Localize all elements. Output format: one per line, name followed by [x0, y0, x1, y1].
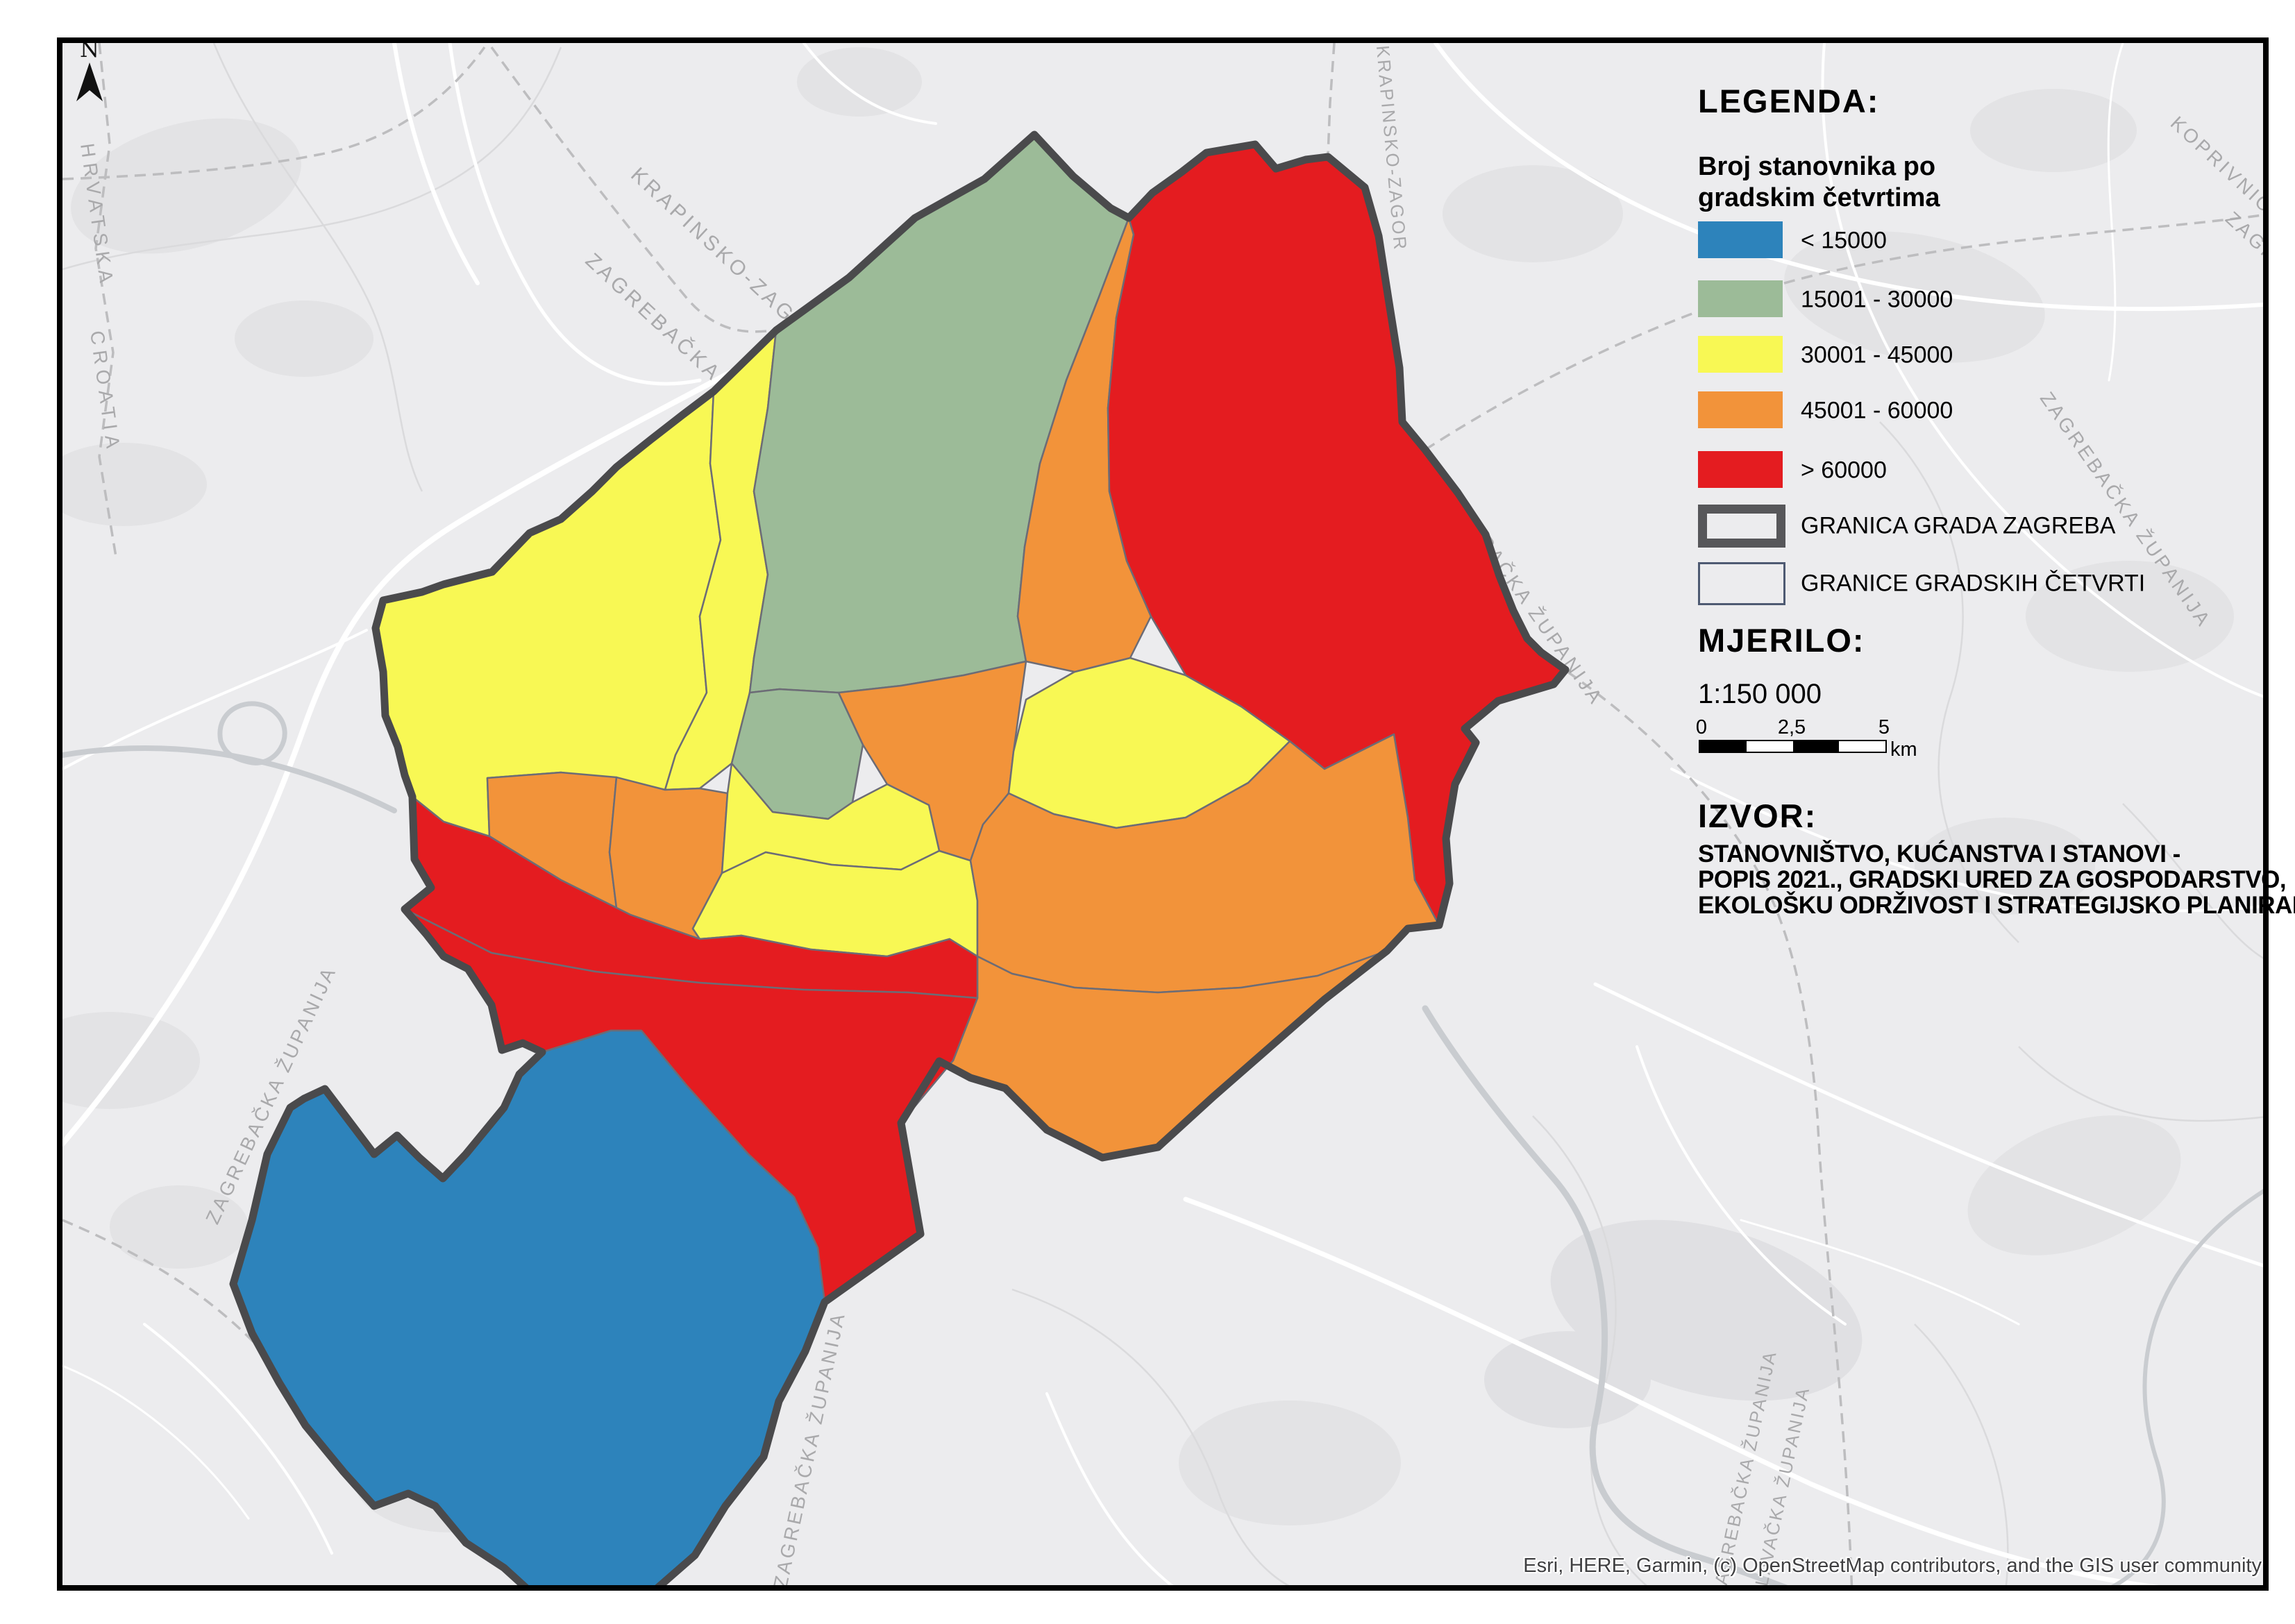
scale-ratio: 1:150 000: [1698, 679, 1822, 709]
source-line: EKOLOŠKU ODRŽIVOST I STRATEGIJSKO PLANIR…: [1698, 892, 2295, 919]
scale-unit: km: [1890, 738, 1917, 761]
legend-swatch-green: [1698, 280, 1783, 317]
map-frame: KRAPINSKO-ZAGORSKA ŽUPANIJA ZAGREBAČKA Ž…: [57, 37, 2269, 1591]
legend-boundary-label: GRANICA GRADA ZAGREBA: [1801, 512, 2116, 539]
legend-swatch-district-boundary: [1698, 562, 1785, 605]
city-boundary: [229, 130, 1570, 1585]
map-canvas: KRAPINSKO-ZAGORSKA ŽUPANIJA ZAGREBAČKA Ž…: [62, 43, 2263, 1585]
legend-swatch-orange: [1698, 391, 1783, 428]
legend-subtitle-line2: gradskim četvrtima: [1698, 183, 1940, 212]
north-arrow-icon: [76, 62, 103, 101]
scale-bar-segments: [1699, 740, 1887, 753]
legend-swatch-yellow: [1698, 336, 1783, 373]
source-line: STANOVNIŠTVO, KUĆANSTVA I STANOVI -: [1698, 840, 2180, 868]
basemap-roads: [62, 43, 2263, 1585]
basemap-river: [62, 701, 2263, 1585]
legend-title: LEGENDA:: [1698, 83, 1880, 119]
source-text: STANOVNIŠTVO, KUĆANSTVA I STANOVI - POPI…: [1698, 841, 2295, 918]
source-line: POPIS 2021., GRADSKI URED ZA GOSPODARSTV…: [1698, 866, 2287, 893]
scale-heading: MJERILO:: [1698, 622, 1865, 659]
map-attribution: Esri, HERE, Garmin, (c) OpenStreetMap co…: [1523, 1555, 2262, 1577]
source-heading: IZVOR:: [1698, 797, 1817, 834]
north-arrow-label: N: [80, 43, 99, 62]
scale-segment: [1792, 741, 1840, 752]
basemap-dashed-boundaries: [62, 43, 2263, 1585]
scale-bar: 0 2,5 5 km: [1695, 716, 1921, 765]
legend-class-label: 30001 - 45000: [1801, 341, 1953, 369]
legend-class-label: > 60000: [1801, 457, 1887, 484]
legend-subtitle: Broj stanovnika po gradskim četvrtima: [1698, 151, 1940, 214]
scale-tick: 2,5: [1777, 716, 1806, 738]
scale-segment: [1746, 741, 1793, 752]
legend-boundary-label: GRANICE GRADSKIH ČETVRTI: [1801, 570, 2146, 597]
legend-subtitle-line1: Broj stanovnika po: [1698, 152, 1936, 181]
legend-class-label: 15001 - 30000: [1801, 286, 1953, 313]
basemap-patches: [62, 47, 2234, 1532]
scale-segment: [1700, 741, 1747, 752]
legend-swatch-red: [1698, 451, 1783, 488]
scale-tick: 5: [1878, 716, 1890, 738]
legend-class-label: < 15000: [1801, 227, 1887, 254]
north-arrow: N: [76, 43, 103, 101]
legend-class-label: 45001 - 60000: [1801, 397, 1953, 424]
scale-segment: [1839, 741, 1885, 752]
legend-swatch-blue: [1698, 221, 1783, 258]
scale-tick: 0: [1695, 716, 1708, 738]
legend-swatch-city-boundary: [1698, 505, 1785, 548]
